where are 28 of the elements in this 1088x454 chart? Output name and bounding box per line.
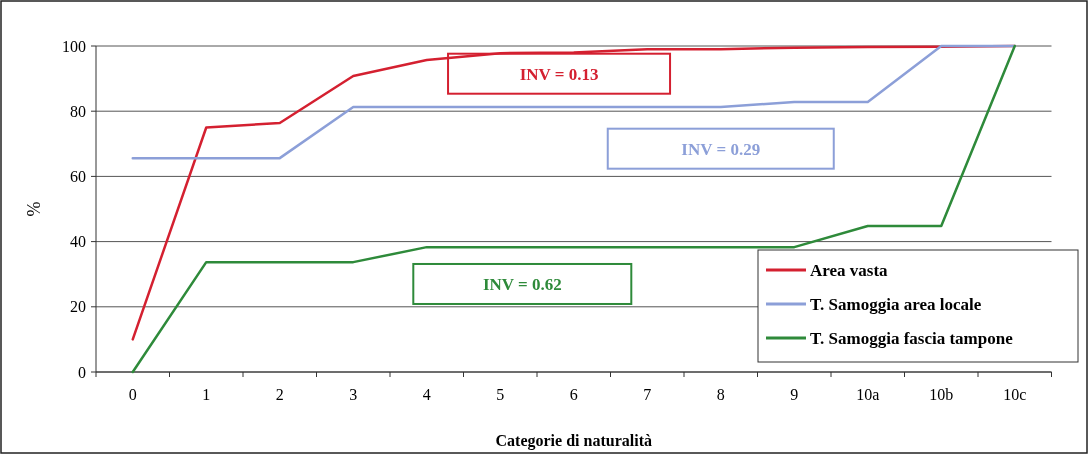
x-tick-label: 5 [496,386,505,403]
annotation: INV = 0.29 [681,139,761,159]
x-tick-label: 7 [643,386,652,403]
annotation: INV = 0.13 [519,64,599,84]
x-tick-label: 10a [856,386,880,403]
y-tick-label: 40 [70,233,86,251]
x-tick-label: 8 [716,386,725,403]
y-tick-label: 60 [70,168,86,185]
x-tick-label: 6 [569,386,578,403]
x-tick-label: 10c [1003,386,1027,403]
legend-label: T. Samoggia area locale [810,294,982,314]
x-tick-label: 9 [790,386,799,403]
y-tick-label: 0 [78,363,86,381]
x-tick-label: 3 [349,386,358,403]
legend-label: Area vasta [810,260,889,280]
y-tick-label: 20 [70,298,86,316]
x-tick-label: 0 [128,386,137,403]
x-tick-label: 2 [275,386,284,403]
annotation: INV = 0.62 [482,274,562,294]
legend-label: T. Samoggia fascia tampone [810,328,1014,348]
line-series [131,44,1016,160]
x-tick-label: 1 [202,386,211,403]
x-tick-label: 4 [422,386,431,403]
x-axis-title: Categorie di naturalità [495,432,652,450]
y-tick-label: 100 [62,37,86,55]
x-tick-label: 10b [929,386,954,403]
y-axis-title: % [24,201,44,217]
y-tick-label: 80 [70,102,86,120]
